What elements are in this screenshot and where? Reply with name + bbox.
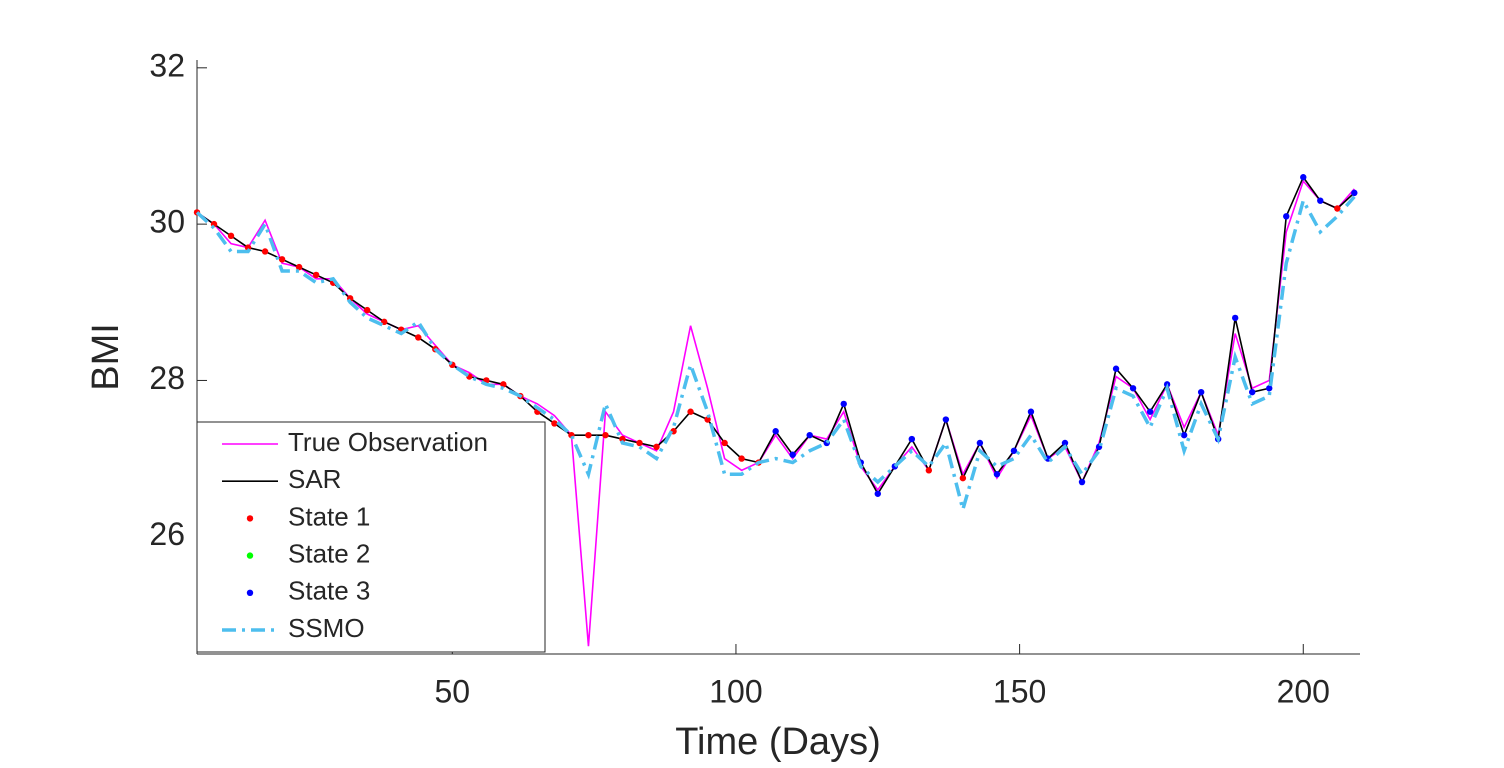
state-marker <box>1027 408 1035 415</box>
state-marker <box>959 474 967 482</box>
state-marker <box>363 306 371 314</box>
legend-label: True Observation <box>288 427 488 457</box>
state-marker <box>908 435 916 443</box>
state-marker <box>1283 213 1290 220</box>
state-marker <box>1300 174 1307 181</box>
state-marker <box>551 420 558 427</box>
state-marker <box>500 381 507 388</box>
state-marker <box>1129 385 1137 392</box>
state-marker <box>278 256 286 263</box>
state-marker <box>1266 385 1273 392</box>
state-marker <box>942 416 950 423</box>
legend-label: SSMO <box>288 613 365 643</box>
x-axis-label: Time (Days) <box>675 721 880 763</box>
state-marker <box>840 400 847 408</box>
y-tick-label: 32 <box>149 47 185 83</box>
state-marker <box>1061 439 1069 447</box>
state-marker <box>1180 431 1188 439</box>
legend-box <box>196 421 546 653</box>
state-marker <box>1231 314 1239 322</box>
state-marker <box>1112 365 1120 372</box>
state-marker <box>1334 205 1341 212</box>
state-marker <box>1249 388 1256 396</box>
state-marker <box>993 471 1001 478</box>
state-marker <box>415 334 422 341</box>
x-tick-label: 200 <box>1277 673 1330 709</box>
state-marker <box>602 431 609 439</box>
state-marker <box>653 443 660 451</box>
x-tick-label: 150 <box>993 673 1046 709</box>
state-marker <box>1078 478 1086 486</box>
legend-label: State 2 <box>288 538 370 568</box>
state-marker <box>1197 388 1205 396</box>
state-marker <box>687 408 694 415</box>
legend-swatch <box>246 552 254 559</box>
state-marker <box>1010 447 1018 454</box>
y-tick-label: 26 <box>149 516 185 552</box>
legend-label: SAR <box>288 464 341 494</box>
x-tick-label: 50 <box>434 673 470 709</box>
plot-area <box>193 174 1358 647</box>
state-marker <box>874 490 881 497</box>
state-marker <box>704 416 711 423</box>
legend-label: State 3 <box>288 576 370 606</box>
state-marker <box>1351 189 1358 197</box>
state-marker <box>619 435 626 443</box>
legend-swatch <box>246 515 254 522</box>
state-marker <box>738 455 745 462</box>
state-marker <box>806 431 813 439</box>
state-marker <box>295 263 303 271</box>
x-tick-label: 100 <box>709 673 762 709</box>
y-axis-label: BMI <box>85 323 127 391</box>
state-marker <box>772 428 779 435</box>
state-marker <box>925 467 933 474</box>
legend-label: State 1 <box>288 501 370 531</box>
state-marker <box>261 248 269 255</box>
state-marker <box>636 439 643 447</box>
state-marker <box>312 271 320 279</box>
state-marker <box>227 232 235 240</box>
state-marker <box>721 439 728 447</box>
state-marker <box>1146 408 1154 415</box>
state-marker <box>976 439 984 447</box>
legend-swatch <box>246 589 254 596</box>
state-marker <box>1317 197 1324 204</box>
y-tick-label: 28 <box>149 360 185 396</box>
y-tick-label: 30 <box>149 204 185 240</box>
series-line <box>195 195 1356 517</box>
state-marker <box>789 451 796 458</box>
state-marker <box>585 431 592 439</box>
